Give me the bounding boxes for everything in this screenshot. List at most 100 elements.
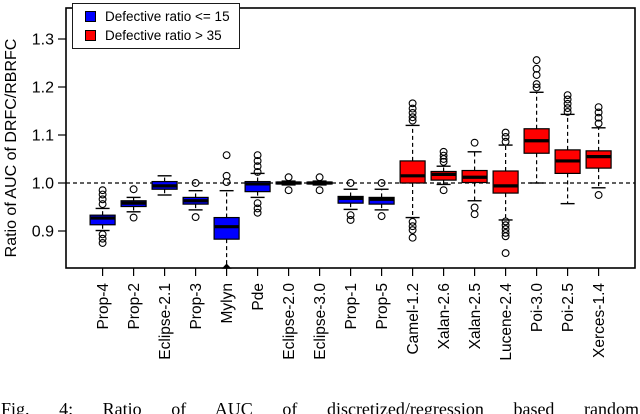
x-tick-label-Eclipse-3.0: Eclipse-3.0: [312, 283, 329, 360]
outlier-Lucene-2.4: [501, 228, 510, 237]
y-tick-label-1.2: 1.2: [32, 80, 54, 97]
outlier-Poi-3.0: [532, 80, 541, 89]
outlier-Mylyn: [222, 171, 231, 180]
legend-row-high: Defective ratio > 35: [85, 28, 239, 44]
x-tick-label-Eclipse-2.0: Eclipse-2.0: [281, 283, 298, 360]
outlier-Xalan-2.5: [470, 203, 479, 212]
outlier-Camel-1.2: [408, 116, 417, 125]
x-tick-label-Xalan-2.6: Xalan-2.6: [436, 283, 453, 349]
outlier-Camel-1.2: [408, 233, 417, 242]
x-tick-label-Prop-4: Prop-4: [95, 283, 112, 330]
outlier-Poi-3.0: [532, 71, 541, 79]
outlier-Prop-2: [129, 185, 138, 194]
outlier-Pde: [253, 199, 262, 208]
outlier-Poi-3.0: [532, 83, 541, 92]
outlier-Xerces-1.4: [594, 108, 603, 117]
outlier-Prop-4: [98, 200, 107, 209]
outlier-Eclipse-3.0: [315, 186, 324, 195]
outlier-Prop-4: [98, 239, 107, 247]
outlier-Lucene-2.4: [501, 232, 510, 241]
outlier-Poi-3.0: [532, 64, 541, 73]
y-tick-label-1.1: 1.1: [32, 128, 54, 145]
outlier-Xalan-2.6: [439, 186, 448, 195]
outlier-Camel-1.2: [408, 226, 417, 234]
outlier-Xalan-2.6: [439, 157, 448, 166]
figure-caption: Fig. 4: Ratio of AUC of discretized/regr…: [1, 399, 639, 414]
outlier-Prop-4: [98, 234, 107, 243]
outlier-Prop-4: [98, 230, 107, 239]
legend-swatch-blue: [85, 11, 96, 22]
outlier-Eclipse-3.0: [315, 173, 324, 182]
outlier-Prop-4: [98, 190, 107, 199]
x-tick-label-Prop-2: Prop-2: [126, 283, 143, 330]
outlier-Prop-2: [129, 213, 138, 222]
outlier-Lucene-2.4: [501, 221, 510, 230]
y-tick-label-0.9: 0.9: [32, 224, 54, 241]
box-Mylyn: [213, 216, 240, 240]
outlier-Camel-1.2: [408, 222, 417, 231]
outlier-Xerces-1.4: [594, 191, 603, 199]
x-tick-label-Lucene-2.4: Lucene-2.4: [498, 283, 515, 361]
outlier-Xalan-2.5: [470, 210, 479, 219]
outlier-Poi-2.5: [563, 99, 572, 108]
outlier-Eclipse-2.0: [284, 173, 293, 182]
x-tick-label-Prop-5: Prop-5: [374, 283, 391, 330]
outlier-Prop-5: [377, 179, 386, 187]
outlier-Lucene-2.4: [501, 128, 510, 137]
outlier-Mylyn: [222, 178, 231, 186]
outlier-Poi-2.5: [563, 108, 572, 116]
x-tick-label-Poi-3.0: Poi-3.0: [529, 283, 546, 332]
outlier-Camel-1.2: [408, 99, 417, 108]
outlier-Xalan-2.6: [439, 147, 448, 156]
legend-swatch-red: [85, 30, 96, 41]
outlier-Pde: [253, 204, 262, 213]
outlier-Xerces-1.4: [594, 113, 603, 122]
x-tick-label-Prop-3: Prop-3: [188, 283, 205, 330]
box-Pde: [244, 180, 271, 193]
y-tick-label-1: 1.0: [32, 176, 54, 193]
legend-label-low: Defective ratio <= 15: [105, 9, 230, 24]
outlier-Pde: [253, 151, 262, 160]
plot-border: [65, 7, 636, 269]
outlier-Camel-1.2: [408, 217, 417, 226]
outlier-Prop-1: [346, 211, 355, 220]
outlier-Prop-5: [377, 212, 386, 221]
outlier-Xerces-1.4: [594, 119, 603, 128]
outlier-Xalan-2.5: [470, 138, 479, 147]
outlier-Pde: [253, 162, 262, 171]
outlier-Prop-4: [98, 195, 107, 204]
legend: Defective ratio <= 15 Defective ratio > …: [72, 3, 240, 49]
box-Lucene-2.4: [492, 170, 519, 194]
outlier-Poi-3.0: [532, 56, 541, 65]
x-tick-label-Eclipse-2.1: Eclipse-2.1: [157, 283, 174, 360]
outlier-Pde: [253, 208, 262, 217]
outlier-Lucene-2.4: [501, 249, 510, 258]
y-tick-label-1.3: 1.3: [32, 32, 54, 49]
x-tick-label-Pde: Pde: [250, 283, 267, 311]
outlier-Prop-3: [191, 179, 200, 187]
x-tick-label-Mylyn: Mylyn: [219, 283, 236, 323]
x-tick-label-Poi-2.5: Poi-2.5: [560, 283, 577, 332]
outlier-Lucene-2.4: [501, 217, 510, 226]
outlier-Camel-1.2: [408, 108, 417, 117]
outlier-Lucene-2.4: [501, 132, 510, 141]
y-axis-title: Ratio of AUC of DRFC/RBRFC: [3, 38, 20, 258]
outlier-Poi-2.5: [563, 95, 572, 104]
outlier-Camel-1.2: [408, 104, 417, 113]
outlier-Prop-4: [98, 186, 107, 195]
outlier-Poi-2.5: [563, 91, 572, 100]
x-tick-label-Camel-1.2: Camel-1.2: [405, 283, 422, 355]
outlier-Prop-3: [191, 213, 200, 222]
outlier-Prop-1: [346, 216, 355, 224]
box-Prop-4: [89, 214, 116, 226]
outlier-Pde: [253, 168, 262, 176]
box-Camel-1.2: [399, 160, 426, 184]
outlier-Xerces-1.4: [594, 103, 603, 112]
outlier-Prop-1: [346, 179, 355, 187]
legend-label-high: Defective ratio > 35: [105, 28, 222, 43]
outlier-Xalan-2.6: [439, 151, 448, 160]
outlier-Mylyn: [222, 151, 231, 160]
outlier-Pde: [253, 156, 262, 165]
box-Xerces-1.4: [585, 150, 612, 169]
